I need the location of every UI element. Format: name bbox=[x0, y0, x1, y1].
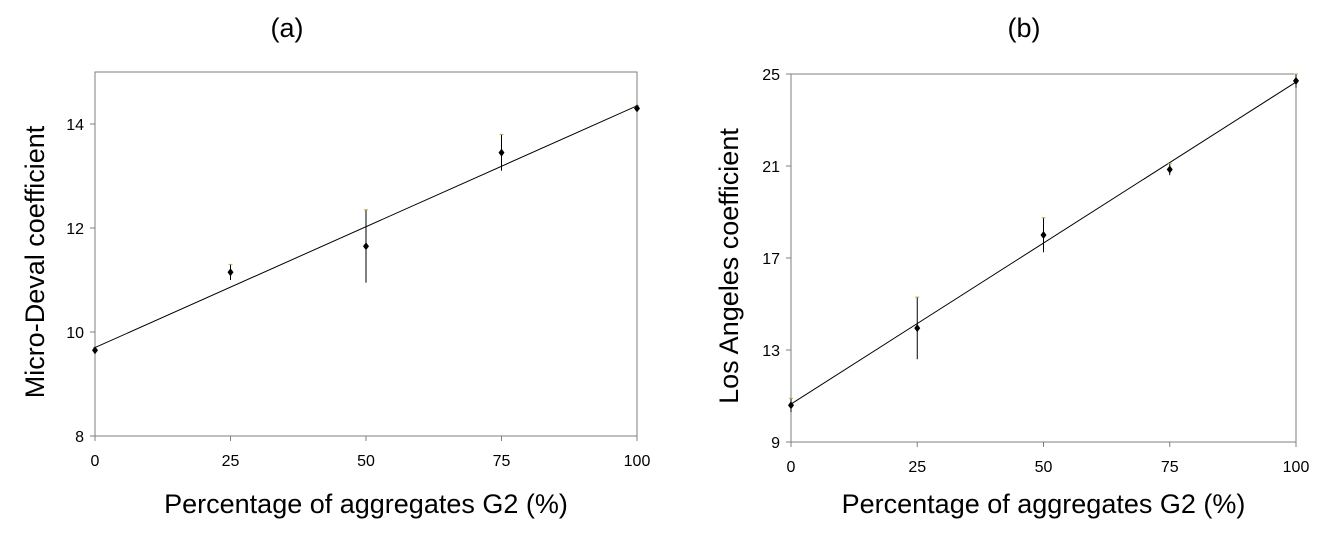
x-tick-label: 75 bbox=[1161, 459, 1179, 476]
data-point bbox=[92, 346, 98, 355]
data-point bbox=[227, 268, 234, 277]
y-axis-title: Los Angeles coefficient bbox=[714, 128, 744, 404]
data-point bbox=[634, 104, 640, 113]
data-point bbox=[788, 401, 794, 410]
y-axis-title: Micro-Deval coefficient bbox=[20, 125, 50, 398]
x-tick-label: 75 bbox=[493, 453, 511, 470]
panel-label: (a) bbox=[271, 13, 304, 43]
x-axis-title: Percentage of aggregates G2 (%) bbox=[842, 489, 1246, 519]
x-axis-title: Percentage of aggregates G2 (%) bbox=[164, 489, 568, 519]
data-point bbox=[914, 324, 921, 333]
y-tick-label: 14 bbox=[66, 117, 84, 134]
y-tick-label: 13 bbox=[762, 343, 780, 360]
chart-panel-b: (b) 0 25 50 75 100 9 13 17 21 25 Percentage of aggr… bbox=[714, 13, 1309, 519]
x-tick-label: 0 bbox=[91, 453, 100, 470]
data-point bbox=[1040, 231, 1047, 239]
x-tick-label: 0 bbox=[787, 459, 796, 476]
y-tick-label: 17 bbox=[762, 251, 780, 268]
panel-label: (b) bbox=[1008, 13, 1041, 43]
x-tick-label: 100 bbox=[1283, 459, 1310, 476]
data-point bbox=[363, 242, 369, 251]
y-tick-label: 25 bbox=[762, 67, 780, 84]
y-tick-label: 8 bbox=[75, 429, 84, 446]
y-tick-label: 21 bbox=[762, 159, 780, 176]
x-tick-label: 25 bbox=[908, 459, 926, 476]
y-tick-label: 9 bbox=[771, 435, 780, 452]
x-tick-label: 25 bbox=[222, 453, 240, 470]
data-point bbox=[1166, 165, 1173, 174]
x-tick-label: 50 bbox=[1035, 459, 1053, 476]
plot-frame bbox=[790, 73, 1297, 443]
data-point bbox=[498, 148, 505, 157]
y-tick-label: 12 bbox=[66, 221, 84, 238]
y-tick-label: 10 bbox=[66, 325, 84, 342]
x-tick-label: 50 bbox=[357, 453, 375, 470]
data-point bbox=[1293, 76, 1299, 85]
x-tick-label: 100 bbox=[624, 453, 651, 470]
chart-panel-a: (a) 0 25 50 75 100 8 10 12 14 Percentage of aggreg… bbox=[20, 13, 650, 519]
